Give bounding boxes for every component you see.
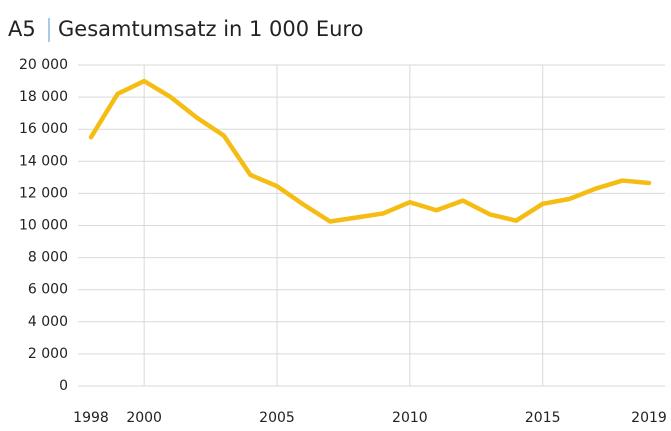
y-tick-label: 6 000 (28, 282, 68, 298)
chart-title: Gesamtumsatz in 1 000 Euro (58, 17, 363, 41)
y-tick-label: 12 000 (19, 185, 68, 201)
y-tick-label: 4 000 (28, 314, 68, 330)
x-tick-label: 2015 (525, 410, 561, 426)
y-tick-label: 18 000 (19, 89, 68, 105)
y-tick-label: 20 000 (19, 57, 68, 73)
y-tick-label: 16 000 (19, 121, 68, 137)
data-line (88, 78, 652, 224)
x-tick-label: 2019 (631, 410, 667, 426)
x-tick-label: 1998 (73, 410, 109, 426)
title-separator (48, 18, 50, 42)
y-tick-label: 10 000 (19, 218, 68, 234)
x-tick-label: 2005 (259, 410, 295, 426)
x-tick-label: 2000 (126, 410, 162, 426)
y-tick-label: 0 (59, 378, 68, 394)
y-tick-label: 2 000 (28, 346, 68, 362)
chart-title-prefix: A5 (8, 17, 36, 41)
y-tick-label: 14 000 (19, 153, 68, 169)
x-tick-label: 2010 (392, 410, 428, 426)
y-tick-label: 8 000 (28, 250, 68, 266)
